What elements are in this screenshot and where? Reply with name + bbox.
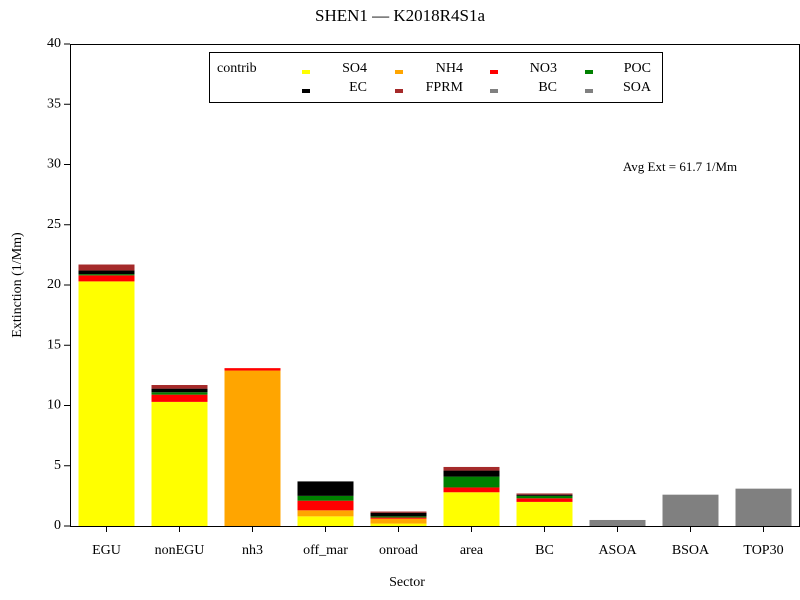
y-tick-label: 30	[47, 157, 61, 172]
bar-segment	[443, 476, 500, 488]
bar-segment	[443, 466, 500, 471]
bar-segment	[443, 470, 500, 477]
bar-segment	[516, 495, 573, 499]
legend-swatch	[302, 89, 310, 93]
x-tick-label: area	[460, 543, 484, 558]
y-tick-label: 25	[47, 217, 61, 232]
legend-swatch	[302, 70, 310, 74]
bar-segment	[297, 500, 354, 511]
bar-segment	[297, 516, 354, 526]
y-tick-label: 15	[47, 337, 61, 352]
bar-segment	[297, 495, 354, 501]
bar-segment	[151, 392, 208, 395]
legend-label: NO3	[530, 61, 557, 76]
bar-segment	[443, 492, 500, 526]
bar-segment	[516, 494, 573, 496]
legend-box	[209, 52, 663, 103]
legend-title: contrib	[217, 61, 257, 76]
bar-segment	[151, 394, 208, 402]
legend-swatch	[395, 89, 403, 93]
y-tick-label: 20	[47, 277, 61, 292]
bar-segment	[370, 523, 427, 526]
bar-segment	[589, 519, 646, 526]
bar-segment	[151, 385, 208, 389]
bar-segment	[516, 493, 573, 495]
y-tick-label: 0	[54, 518, 61, 533]
legend-swatch	[585, 70, 593, 74]
x-tick-label: EGU	[92, 543, 121, 558]
legend-label: NH4	[436, 61, 463, 76]
bar-segment	[662, 494, 719, 526]
x-tick-label: nonEGU	[155, 543, 205, 558]
bar-segment	[516, 498, 573, 502]
legend-label: POC	[624, 61, 651, 76]
bar-segment	[735, 488, 792, 526]
x-tick-label: onroad	[379, 543, 418, 558]
bar-segment	[370, 512, 427, 517]
bar-segment	[297, 481, 354, 496]
bar-segment	[78, 270, 135, 275]
y-axis-label: Extinction (1/Mm)	[10, 232, 25, 338]
bar-segment	[443, 487, 500, 493]
bar-segment	[78, 274, 135, 276]
x-tick-label: ASOA	[598, 543, 637, 558]
legend-label: BC	[538, 80, 557, 95]
bar-segment	[78, 275, 135, 282]
bar-segment	[78, 281, 135, 526]
y-tick-label: 40	[47, 36, 61, 51]
legend-swatch	[395, 70, 403, 74]
bar-segment	[151, 388, 208, 393]
bar-segment	[78, 264, 135, 271]
bar-segment	[297, 510, 354, 517]
bar-segment	[370, 511, 427, 513]
x-tick-label: TOP30	[743, 543, 783, 558]
bar-segment	[151, 401, 208, 526]
legend-label: SOA	[623, 80, 652, 95]
x-tick-label: BC	[535, 543, 554, 558]
y-tick-label: 10	[47, 398, 61, 413]
chart-title: SHEN1 — K2018R4S1a	[315, 6, 485, 25]
x-axis-label: Sector	[389, 575, 425, 590]
x-tick-label: nh3	[242, 543, 263, 558]
x-tick-label: off_mar	[303, 543, 348, 558]
legend-swatch	[490, 70, 498, 74]
annotation: Avg Ext = 61.7 1/Mm	[623, 159, 737, 174]
bar-segment	[516, 501, 573, 526]
bar-segment	[370, 516, 427, 518]
x-tick-label: BSOA	[672, 543, 710, 558]
legend-swatch	[490, 89, 498, 93]
legend-label: EC	[349, 80, 367, 95]
bar-segment	[370, 517, 427, 519]
bar-segment	[224, 370, 281, 526]
legend-label: FPRM	[426, 80, 464, 95]
legend-swatch	[585, 89, 593, 93]
y-tick-label: 35	[47, 96, 61, 111]
legend-label: SO4	[342, 61, 367, 76]
bar-segment	[224, 368, 281, 371]
bar-segment	[370, 518, 427, 524]
y-tick-label: 5	[54, 458, 61, 473]
